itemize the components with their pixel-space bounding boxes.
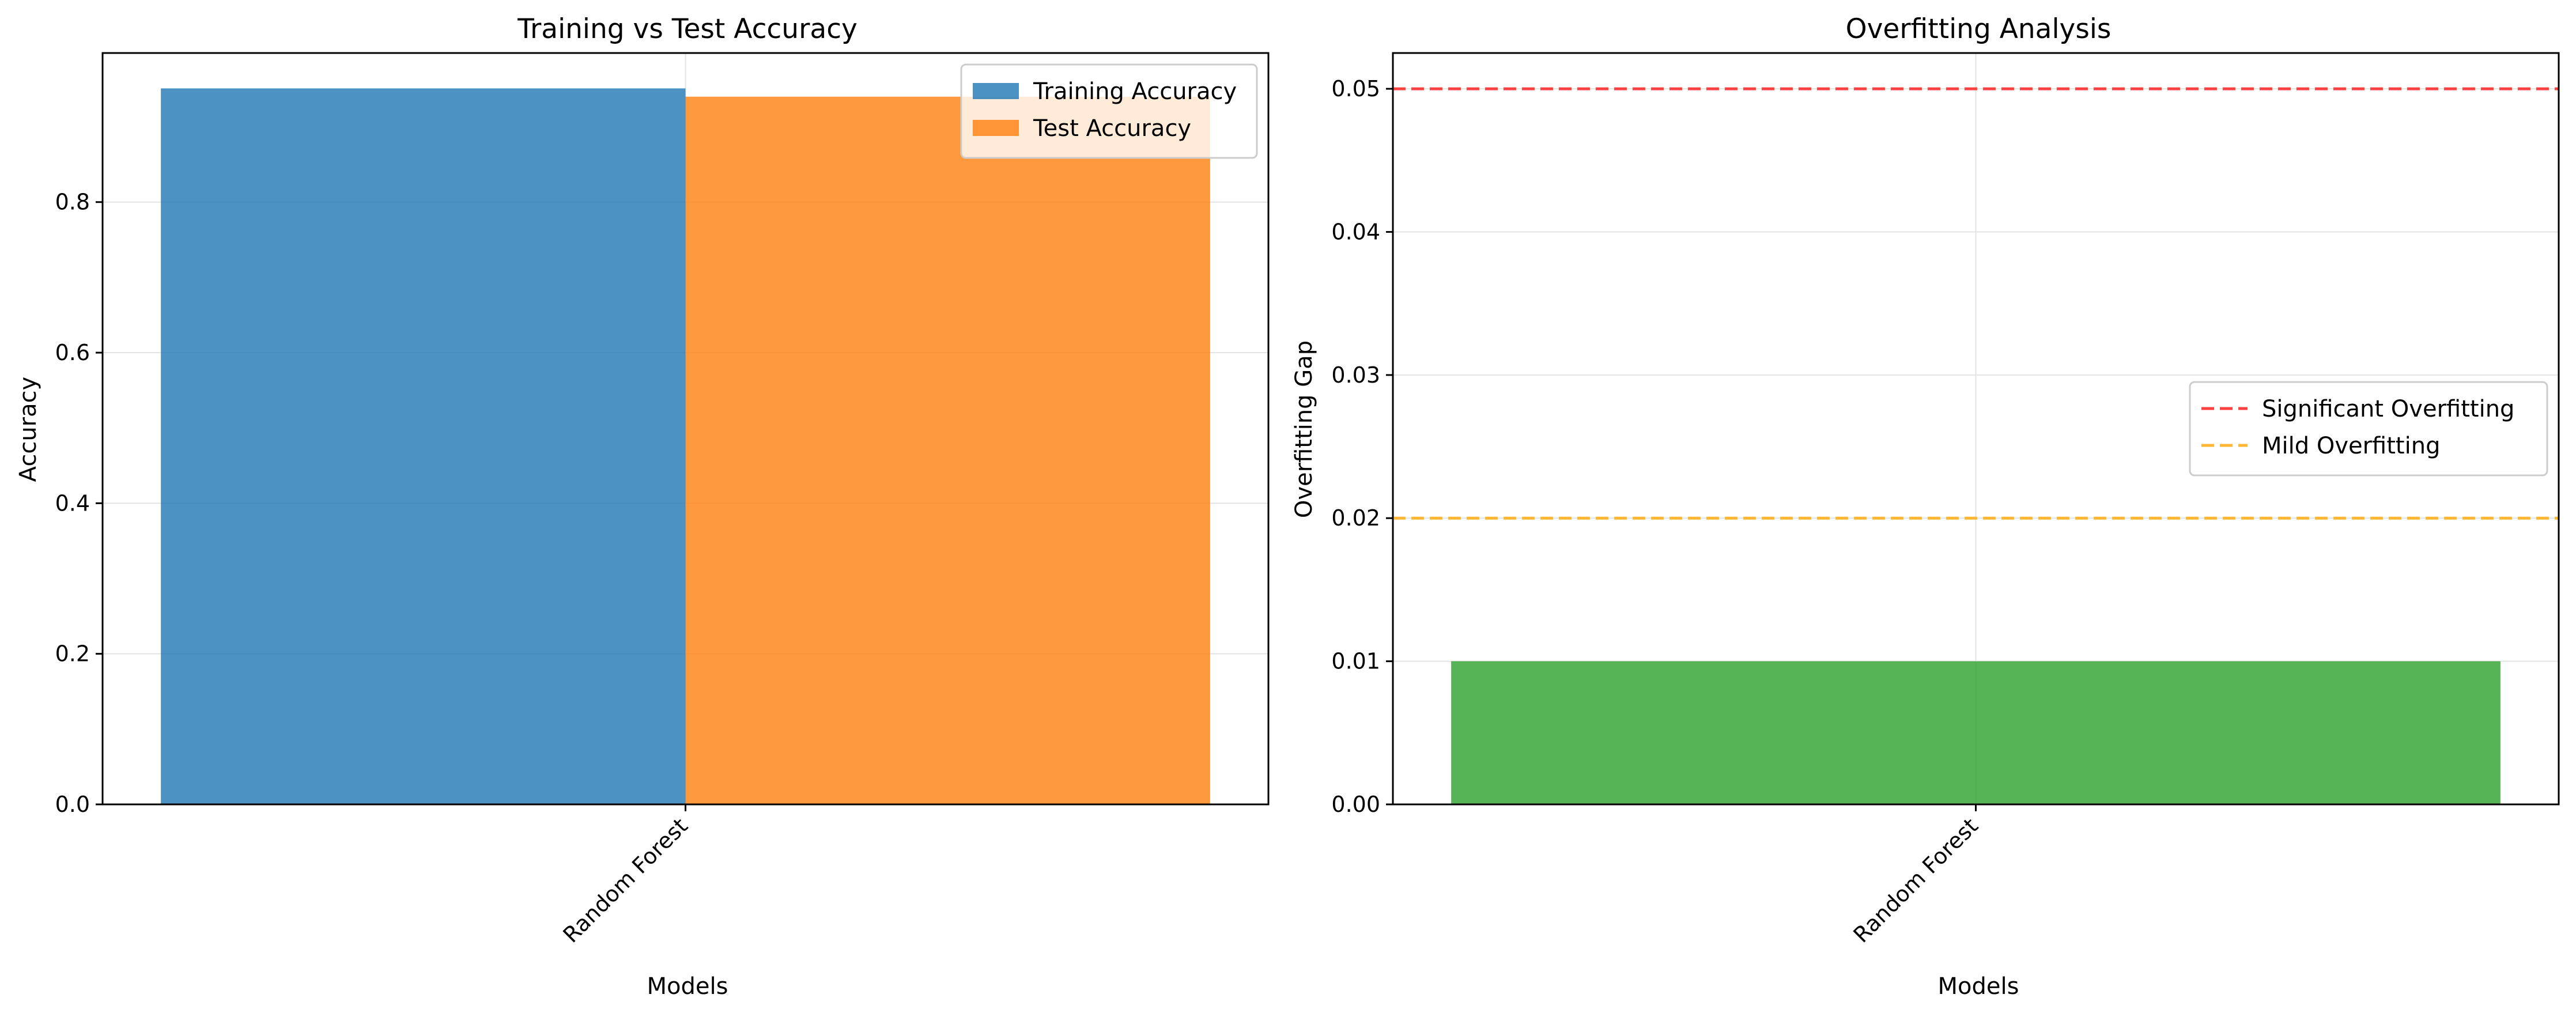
legend: Significant Overfitting Mild Overfitting xyxy=(2189,381,2548,477)
y-tick-label: 0.04 xyxy=(1331,219,1380,244)
y-axis-label: Accuracy xyxy=(15,377,41,482)
legend-label: Significant Overfitting xyxy=(2262,396,2514,422)
y-tick-label: 0.02 xyxy=(1331,505,1380,531)
legend: Training Accuracy Test Accuracy xyxy=(960,63,1258,159)
bar-training-accuracy-0 xyxy=(161,88,686,804)
x-axis-label: Models xyxy=(1938,973,2019,1000)
y-axis-label: Overfitting Gap xyxy=(1291,341,1317,518)
y-tick-label: 0.2 xyxy=(55,641,90,667)
chart-title: Overfitting Analysis xyxy=(1846,13,2112,45)
bar-gap-0 xyxy=(1451,661,2501,804)
plot-frame xyxy=(1392,52,2560,806)
y-tick-label: 0.6 xyxy=(55,340,90,365)
accuracy-chart: Training vs Test Accuracy Models Accurac… xyxy=(15,13,1270,1000)
bars xyxy=(1451,661,2501,804)
legend-box xyxy=(2189,381,2548,477)
x-axis-label: Models xyxy=(647,973,728,1000)
reference-lines xyxy=(1393,87,2559,520)
overfitting-chart: Overfitting Analysis Models Overfitting … xyxy=(1291,13,2560,1000)
legend-swatch xyxy=(973,120,1019,136)
chart-title: Training vs Test Accuracy xyxy=(517,13,858,45)
bars xyxy=(161,88,1210,804)
y-tick-label: 0.0 xyxy=(55,792,90,817)
legend-box xyxy=(960,63,1258,159)
y-tick-label: 0.4 xyxy=(55,490,90,516)
legend-label: Test Accuracy xyxy=(1033,115,1191,142)
y-tick-label: 0.00 xyxy=(1331,792,1380,817)
y-tick-label: 0.05 xyxy=(1331,76,1380,101)
legend-swatch xyxy=(973,83,1019,99)
y-tick-label: 0.8 xyxy=(55,190,90,215)
legend-label: Mild Overfitting xyxy=(2262,433,2440,459)
y-tick-label: 0.03 xyxy=(1331,362,1380,388)
y-tick-label: 0.01 xyxy=(1331,649,1380,674)
bar-test-accuracy-0 xyxy=(685,96,1210,804)
plot-frame xyxy=(101,52,1270,806)
legend-label: Training Accuracy xyxy=(1033,78,1237,105)
